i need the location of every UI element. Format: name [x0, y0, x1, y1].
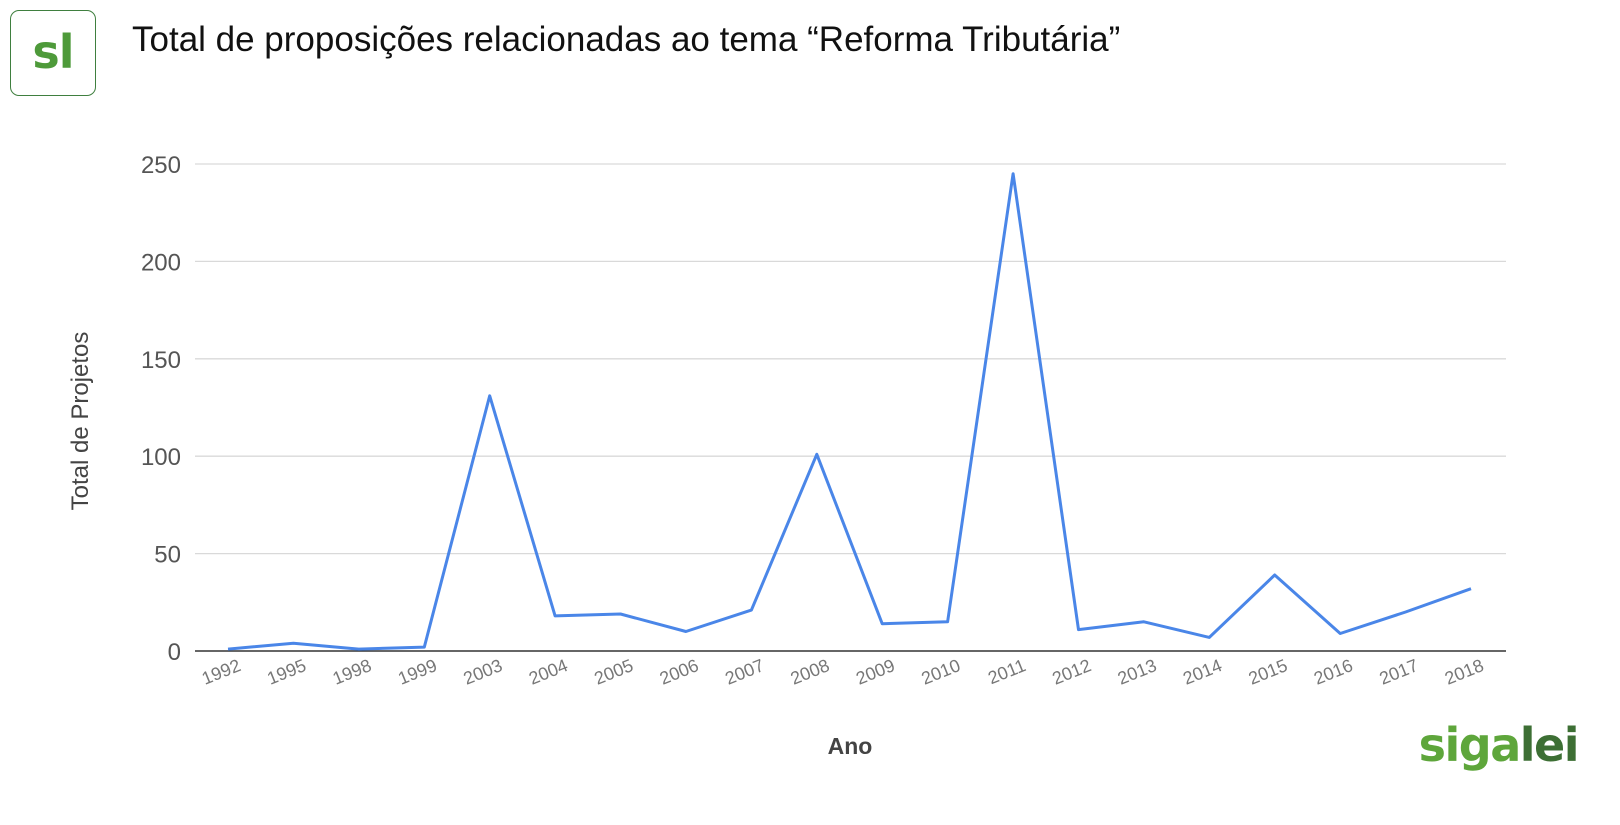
- x-tick-label: 2012: [1049, 655, 1094, 689]
- x-tick-label: 2011: [985, 655, 1028, 688]
- x-tick-label: 1999: [395, 655, 440, 689]
- y-tick-label: 200: [141, 249, 181, 276]
- x-tick-label: 2014: [1180, 655, 1225, 689]
- x-tick-label: 2010: [919, 655, 964, 689]
- series-line: [227, 172, 1472, 651]
- y-tick-labels: 0 50 100 150 200 250: [141, 152, 181, 666]
- x-tick-labels: 1992 1995 1998 1999 2003 2004 2005 2006 2007 2008…: [199, 655, 1487, 689]
- x-tick-label: 2009: [853, 655, 898, 689]
- x-axis-label: Ano: [828, 733, 873, 759]
- wordmark-lei: lei: [1519, 718, 1580, 772]
- chart-title: Total de proposições relacionadas ao tem…: [132, 20, 1121, 59]
- gridlines: [195, 163, 1506, 652]
- wordmark-siga: siga: [1418, 718, 1522, 772]
- x-tick-label: 2006: [657, 655, 702, 689]
- x-tick-label: 2005: [591, 655, 636, 689]
- y-axis-label: Total de Projetos: [67, 332, 94, 511]
- x-tick-label: 1995: [264, 655, 309, 689]
- x-tick-label: 2016: [1311, 655, 1356, 689]
- x-tick-label: 2004: [526, 655, 571, 689]
- x-tick-label: 2008: [788, 655, 833, 689]
- x-tick-label: 2018: [1442, 655, 1487, 689]
- sigalei-logo: sl: [10, 10, 96, 96]
- x-tick-label: 2015: [1246, 655, 1291, 689]
- x-tick-label: 2017: [1376, 655, 1421, 689]
- logo-monogram: sl: [32, 25, 74, 79]
- x-tick-label: 2013: [1115, 655, 1160, 689]
- x-tick-label: 1998: [330, 655, 375, 689]
- sigalei-wordmark: sigalei: [1419, 722, 1580, 768]
- y-tick-label: 50: [154, 542, 181, 569]
- y-tick-label: 100: [141, 444, 181, 471]
- y-tick-label: 150: [141, 347, 181, 374]
- x-tick-label: 2003: [461, 655, 506, 689]
- x-tick-label: 2007: [722, 655, 767, 689]
- x-tick-label: 1992: [199, 655, 244, 689]
- y-tick-label: 250: [141, 152, 181, 179]
- y-tick-label: 0: [168, 639, 181, 666]
